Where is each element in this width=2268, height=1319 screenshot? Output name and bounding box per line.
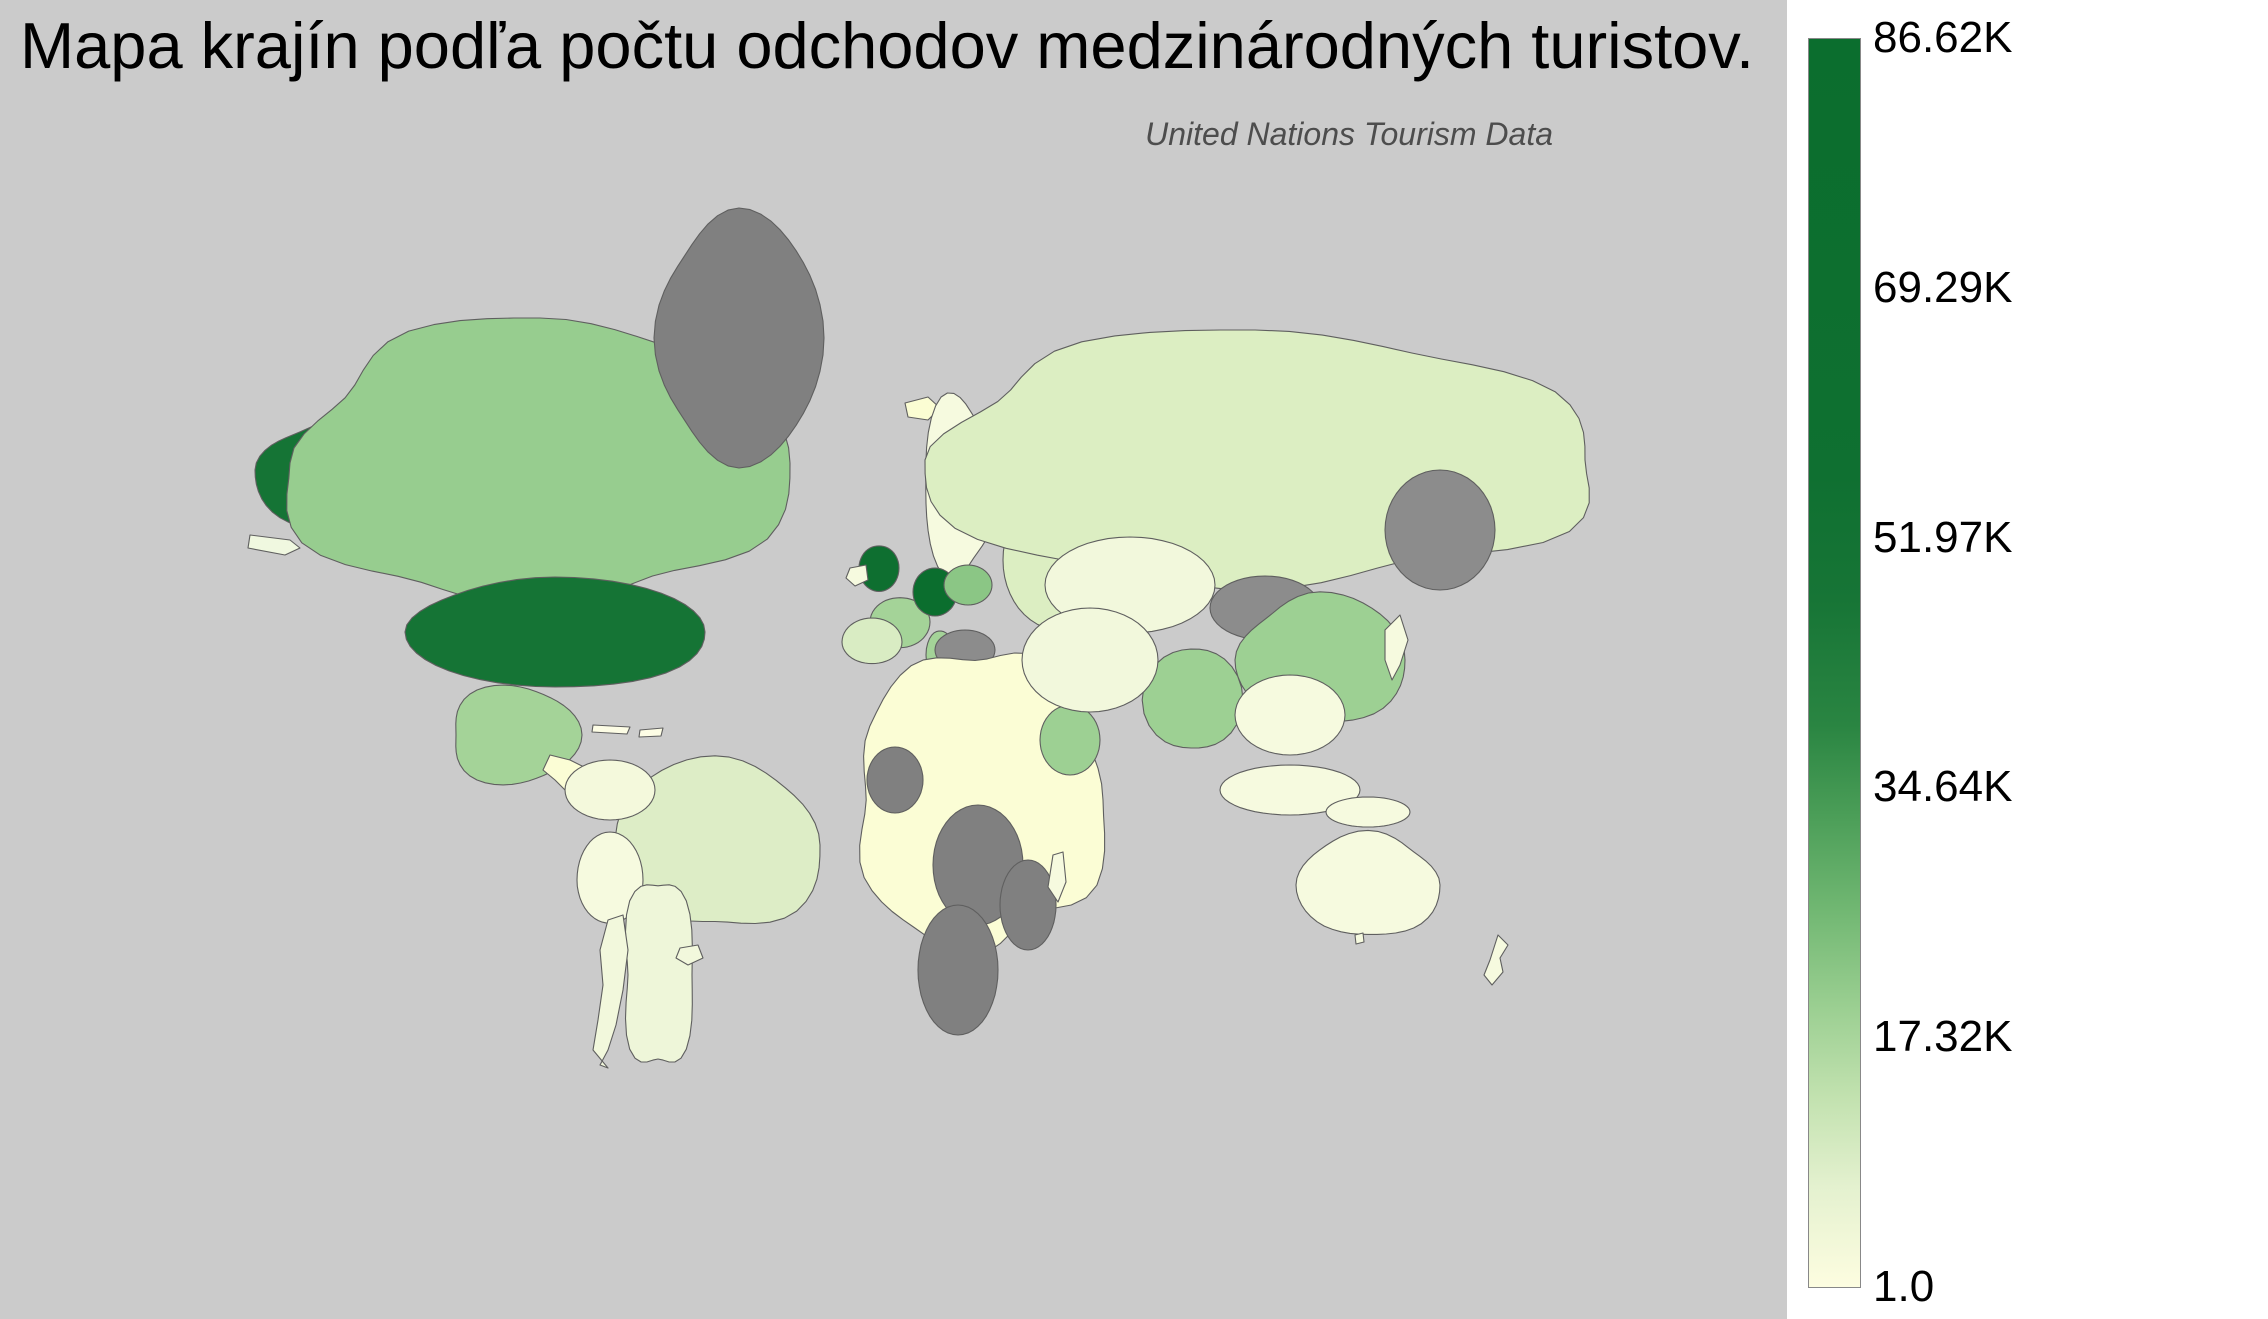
Chile bbox=[593, 915, 628, 1068]
Africa_grey3 bbox=[918, 905, 998, 1035]
Africa_grey4 bbox=[1000, 860, 1056, 950]
Australia bbox=[1296, 830, 1440, 934]
Cuba bbox=[592, 725, 630, 734]
SaudiArabia bbox=[1040, 705, 1100, 775]
Hispaniola bbox=[639, 728, 663, 737]
NewZealand bbox=[1484, 935, 1508, 985]
AleutianIsl bbox=[248, 535, 300, 555]
Africa_grey1 bbox=[867, 747, 923, 813]
Poland bbox=[944, 565, 992, 605]
Kamchatka_FarEast bbox=[1385, 470, 1495, 590]
Argentina bbox=[626, 885, 693, 1062]
MiddleEast bbox=[1022, 608, 1158, 712]
USA bbox=[405, 577, 705, 687]
Venezuela_Colombia bbox=[565, 760, 655, 820]
PapuaNewGuinea bbox=[1326, 797, 1410, 827]
SEAsia bbox=[1235, 675, 1345, 755]
Spain_Portugal bbox=[842, 618, 902, 664]
Tasmania bbox=[1355, 933, 1364, 944]
